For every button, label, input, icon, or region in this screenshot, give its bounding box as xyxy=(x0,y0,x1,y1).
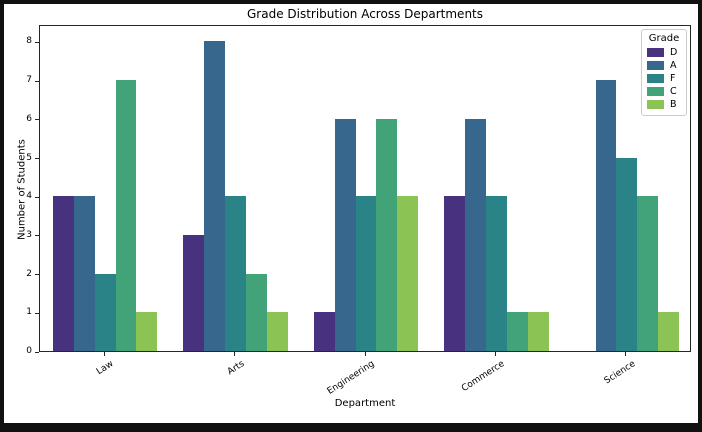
bar-science-grade-f xyxy=(616,157,638,351)
bar-arts-grade-a xyxy=(204,41,226,351)
legend-swatch-icon xyxy=(647,48,664,57)
legend-title: Grade xyxy=(648,33,680,44)
legend-swatch-icon xyxy=(647,74,664,83)
legend-swatch-icon xyxy=(647,100,664,109)
x-tick-label-science: Science xyxy=(602,359,638,387)
chart-title: Grade Distribution Across Departments xyxy=(246,7,483,21)
x-tick-label-engineering: Engineering xyxy=(325,359,377,397)
y-tick-label: 7 xyxy=(26,75,32,86)
y-tick-mark xyxy=(35,351,39,353)
legend-entry-d: D xyxy=(647,46,681,59)
bar-science-grade-b xyxy=(658,312,679,351)
y-tick-label: 8 xyxy=(26,36,32,47)
legend-label: F xyxy=(670,73,676,84)
legend-entry-a: A xyxy=(647,59,681,72)
bar-commerce-grade-d xyxy=(444,196,466,351)
bar-commerce-grade-c xyxy=(506,312,528,351)
bar-science-grade-a xyxy=(595,80,617,351)
y-tick-mark xyxy=(35,41,39,43)
x-tick-label-arts: Arts xyxy=(225,359,247,378)
y-tick-mark xyxy=(35,235,39,237)
legend-label: B xyxy=(670,99,677,110)
bar-law-grade-b xyxy=(136,312,158,351)
x-axis-label: Department xyxy=(334,398,396,409)
bar-commerce-grade-a xyxy=(465,118,486,351)
x-tick-mark xyxy=(625,352,627,356)
bar-arts-grade-d xyxy=(183,234,205,351)
legend-label: D xyxy=(670,47,678,58)
bar-arts-grade-f xyxy=(225,196,247,351)
y-axis-label: Number of Students xyxy=(16,139,28,240)
y-tick-mark xyxy=(35,119,39,121)
x-tick-mark xyxy=(234,352,236,356)
bar-law-grade-a xyxy=(73,196,95,351)
y-tick-label: 5 xyxy=(26,152,32,163)
y-tick-label: 3 xyxy=(26,229,32,240)
y-tick-mark xyxy=(35,158,39,159)
legend-entry-b: B xyxy=(647,98,681,111)
legend-swatch-icon xyxy=(647,87,664,96)
bar-law-grade-c xyxy=(115,80,137,351)
bar-arts-grade-c xyxy=(246,273,267,351)
x-tick-label-law: Law xyxy=(95,359,116,378)
y-tick-label: 1 xyxy=(26,307,32,318)
bar-arts-grade-b xyxy=(266,312,288,351)
y-tick-mark xyxy=(35,80,39,82)
y-tick-label: 0 xyxy=(26,346,32,356)
bar-law-grade-d xyxy=(53,196,74,351)
y-tick-mark xyxy=(35,274,39,276)
y-tick-label: 6 xyxy=(26,113,32,124)
y-tick-mark xyxy=(35,196,39,198)
x-tick-mark xyxy=(364,352,366,356)
legend-label: C xyxy=(670,86,677,97)
bar-commerce-grade-b xyxy=(527,312,549,351)
y-tick-label: 2 xyxy=(26,268,32,279)
chart-figure: Grade Distribution Across Departments Nu… xyxy=(4,4,698,423)
y-tick-label: 4 xyxy=(26,191,32,202)
bar-engineering-grade-b xyxy=(397,196,419,351)
x-tick-mark xyxy=(103,352,105,356)
x-tick-label-commerce: Commerce xyxy=(460,359,507,394)
bar-engineering-grade-c xyxy=(376,118,398,351)
y-tick-mark xyxy=(35,312,39,314)
bar-commerce-grade-f xyxy=(485,196,507,351)
legend-entry-f: F xyxy=(647,72,681,85)
bar-science-grade-c xyxy=(637,196,659,351)
bar-engineering-grade-f xyxy=(355,196,377,351)
legend-entry-c: C xyxy=(647,85,681,98)
x-tick-mark xyxy=(494,352,496,356)
legend-swatch-icon xyxy=(647,61,664,70)
bar-engineering-grade-d xyxy=(313,312,335,351)
bar-law-grade-f xyxy=(94,273,116,351)
bar-engineering-grade-a xyxy=(334,118,356,351)
legend-label: A xyxy=(670,60,677,71)
